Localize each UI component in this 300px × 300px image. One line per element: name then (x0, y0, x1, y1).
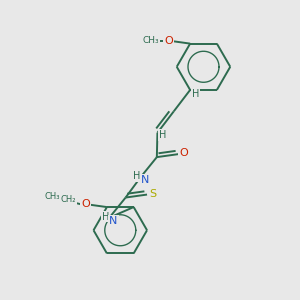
Text: H: H (102, 212, 110, 222)
Text: CH₃: CH₃ (142, 35, 159, 44)
Text: O: O (179, 148, 188, 158)
Text: H: H (159, 130, 166, 140)
Text: N: N (140, 175, 149, 185)
Text: O: O (81, 199, 90, 209)
Text: CH₂: CH₂ (61, 195, 76, 204)
Text: H: H (192, 89, 199, 99)
Text: CH₃: CH₃ (44, 192, 60, 201)
Text: S: S (149, 189, 157, 199)
Text: H: H (133, 171, 141, 181)
Text: N: N (109, 216, 118, 226)
Text: O: O (164, 36, 173, 46)
